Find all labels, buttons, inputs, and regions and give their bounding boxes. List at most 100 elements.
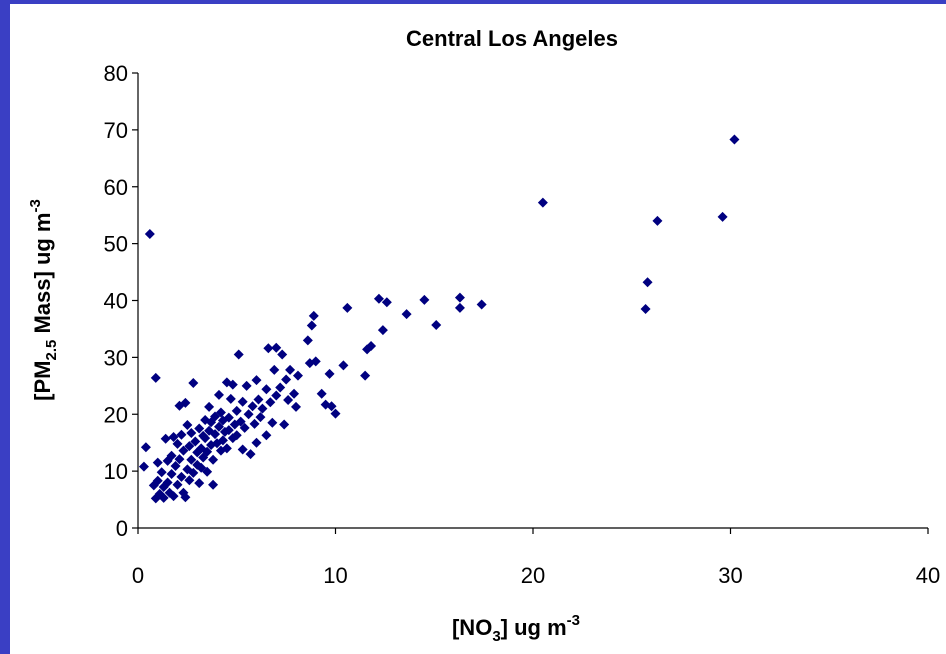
data-point	[174, 454, 185, 465]
data-point	[184, 475, 195, 486]
data-point	[152, 457, 163, 468]
data-point	[381, 297, 392, 308]
data-point	[251, 375, 262, 386]
data-point	[729, 134, 740, 145]
data-point	[271, 390, 282, 401]
data-point	[330, 408, 341, 419]
data-point	[279, 419, 290, 430]
x-axis-label: [NO3] ug m-3	[452, 612, 580, 645]
data-point	[233, 349, 244, 360]
data-point	[202, 466, 213, 477]
data-point	[306, 320, 317, 331]
tick-labels: 0 10 20 30 40 50 60 70 80 0 10 20 30 40	[104, 61, 941, 588]
data-point	[292, 370, 303, 381]
data-point	[152, 475, 163, 486]
data-point	[166, 450, 177, 461]
data-points	[138, 134, 740, 504]
data-point	[342, 302, 353, 313]
data-point	[162, 477, 173, 488]
data-point	[261, 430, 272, 441]
data-point	[377, 325, 388, 336]
data-point	[253, 394, 264, 405]
data-point	[717, 211, 728, 222]
data-point	[200, 433, 211, 444]
data-point	[221, 443, 232, 454]
data-point	[454, 292, 465, 303]
x-tick-label: 10	[323, 563, 347, 588]
data-point	[431, 319, 442, 330]
data-point	[168, 491, 179, 502]
data-point	[213, 421, 224, 432]
data-point	[168, 432, 179, 442]
data-point	[144, 228, 155, 239]
data-point	[235, 416, 246, 427]
data-point	[172, 438, 183, 449]
data-point	[239, 422, 250, 433]
data-point	[257, 403, 268, 414]
y-tick-label: 70	[104, 118, 128, 143]
data-point	[265, 397, 276, 408]
data-point	[419, 294, 430, 305]
y-tick-label: 10	[104, 459, 128, 484]
y-tick-label: 30	[104, 345, 128, 370]
data-point	[194, 478, 205, 489]
data-point	[194, 423, 205, 434]
data-point	[373, 293, 384, 304]
x-tick-label: 0	[132, 563, 144, 588]
data-point	[231, 430, 242, 441]
x-tick-label: 30	[718, 563, 742, 588]
data-point	[476, 299, 487, 310]
data-point	[215, 407, 226, 418]
data-point	[223, 425, 234, 436]
data-point	[275, 382, 286, 393]
data-point	[283, 395, 294, 406]
data-point	[227, 379, 238, 390]
data-point	[263, 343, 274, 354]
chart-title: Central Los Angeles	[406, 26, 618, 51]
data-point	[217, 435, 228, 446]
data-point	[454, 302, 465, 313]
data-point	[243, 409, 254, 420]
data-point	[360, 370, 371, 381]
data-point	[237, 396, 248, 407]
data-point	[176, 471, 187, 482]
data-point	[190, 436, 201, 447]
data-point	[316, 388, 327, 399]
data-point	[138, 461, 149, 472]
data-point	[204, 401, 215, 412]
data-point	[182, 420, 193, 431]
data-point	[140, 442, 151, 453]
data-point	[291, 401, 301, 412]
data-point	[366, 341, 377, 351]
data-point	[188, 467, 199, 478]
data-point	[156, 467, 167, 478]
data-point	[180, 397, 191, 408]
data-point	[210, 429, 221, 440]
y-tick-label: 20	[104, 402, 128, 427]
data-point	[178, 445, 189, 456]
data-point	[267, 417, 278, 428]
data-point	[271, 342, 282, 353]
data-point	[225, 393, 236, 404]
data-point	[249, 418, 260, 429]
data-point	[308, 310, 319, 321]
data-point	[247, 401, 258, 412]
data-point	[324, 368, 335, 379]
data-point	[652, 215, 663, 226]
data-point	[186, 454, 197, 465]
data-point	[338, 360, 349, 371]
data-point	[172, 479, 183, 490]
data-point	[158, 492, 169, 503]
data-point	[281, 374, 292, 385]
data-point	[261, 384, 272, 395]
data-point	[326, 401, 337, 412]
data-point	[160, 433, 171, 444]
plot-area	[132, 72, 929, 534]
data-point	[302, 335, 313, 346]
data-point	[231, 405, 242, 416]
data-point	[176, 429, 187, 440]
y-axis-label: [PM2.5 Mass] ug m-3	[27, 199, 60, 401]
data-point	[289, 388, 300, 399]
